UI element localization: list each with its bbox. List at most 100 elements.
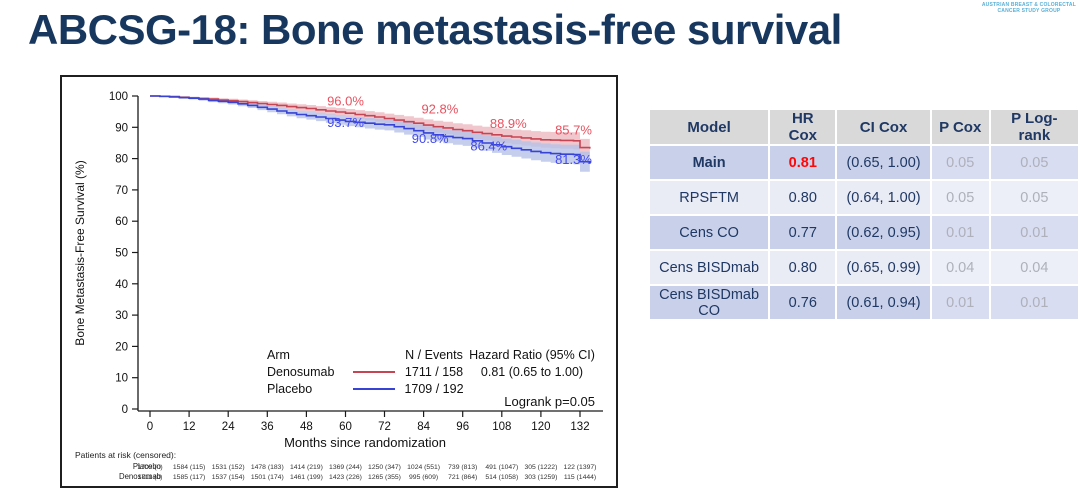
risk-value: 995 (609) — [409, 474, 438, 481]
risk-value: 115 (1444) — [564, 474, 596, 481]
risk-value: 1369 (244) — [329, 464, 362, 471]
survival-rate-label: 88.9% — [490, 116, 527, 131]
results-row: Cens BISDmab CO 0.76 (0.61, 0.94) 0.01 0.01 — [650, 286, 1078, 319]
survival-rate-label: 93.7% — [327, 115, 364, 130]
y-tick-label: 20 — [115, 341, 128, 353]
risk-value: 1585 (117) — [173, 474, 205, 481]
logrank-p-value: Logrank p=0.05 — [504, 394, 595, 409]
y-tick-label: 80 — [115, 154, 128, 166]
y-tick-label: 70 — [115, 185, 128, 197]
results-cell: 0.76 — [770, 286, 836, 319]
results-col-header: P Log-rank — [990, 110, 1078, 144]
abcsg-logo: AUSTRIAN BREAST & COLORECTAL CANCER STUD… — [982, 2, 1076, 14]
results-cell: (0.65, 1.00) — [837, 146, 930, 179]
km-curve-placebo — [150, 95, 591, 164]
x-tick-label: 120 — [531, 421, 550, 433]
results-cell: RPSFTM — [650, 181, 769, 214]
risk-value: 721 (864) — [448, 474, 477, 481]
y-tick-label: 10 — [115, 373, 128, 385]
results-cell: (0.62, 0.95) — [837, 216, 930, 249]
results-cell: (0.65, 0.99) — [837, 251, 930, 284]
y-tick-label: 30 — [115, 310, 128, 322]
legend-arm-header: Arm — [267, 348, 290, 362]
legend-arm-name: Placebo — [267, 382, 312, 396]
results-cell: 0.05 — [990, 181, 1078, 214]
y-axis-label: Bone Metastasis-Free Survival (%) — [73, 160, 87, 345]
results-cell: 0.05 — [931, 146, 989, 179]
km-chart: 0 10 20 30 40 50 60 70 80 90 100 0 12 24 36 48 60 72 84 96 1… — [60, 75, 618, 488]
survival-rate-label: 86.4% — [470, 138, 507, 153]
km-curve-denosumab — [150, 95, 591, 149]
abcsg-logo-line2: CANCER STUDY GROUP — [997, 8, 1061, 14]
risk-value: 303 (1259) — [524, 474, 557, 481]
risk-value: 1250 (347) — [368, 464, 401, 471]
x-tick-label: 132 — [570, 421, 589, 433]
results-row: RPSFTM 0.80 (0.64, 1.00) 0.05 0.05 — [650, 181, 1078, 214]
risk-value: 1584 (115) — [173, 464, 205, 471]
legend-n-events: 1709 / 192 — [404, 382, 463, 396]
patients-at-risk-table: Patients at risk (censored): Placebo1709 … — [75, 450, 596, 481]
results-table-body: Main 0.81 (0.65, 1.00) 0.05 0.05 RPSFTM 0.80 (0… — [650, 146, 1078, 319]
y-tick-label: 90 — [115, 122, 128, 134]
km-chart-svg: 0 10 20 30 40 50 60 70 80 90 100 0 12 24 36 48 60 72 84 96 1… — [73, 91, 603, 481]
results-cell: 0.01 — [931, 216, 989, 249]
risk-value: 1711 (0) — [138, 474, 163, 481]
x-tick-label: 60 — [339, 421, 352, 433]
results-cell: Cens BISDmab CO — [650, 286, 769, 319]
legend-nevents-header: N / Events — [405, 348, 463, 362]
results-cell: 0.80 — [770, 181, 836, 214]
results-table: Model HR Cox CI Cox P Cox P Log-rank Main 0.8… — [648, 108, 1080, 321]
x-tick-label: 12 — [183, 421, 196, 433]
results-cell: 0.81 — [770, 146, 836, 179]
axes — [137, 96, 603, 412]
risk-value: 1709 (0) — [137, 464, 162, 471]
x-tick-label: 108 — [492, 421, 511, 433]
x-tick-label: 0 — [147, 421, 153, 433]
x-tick-label: 72 — [378, 421, 391, 433]
results-cell: 0.01 — [931, 286, 989, 319]
results-row: Cens CO 0.77 (0.62, 0.95) 0.01 0.01 — [650, 216, 1078, 249]
risk-value: 1461 (199) — [290, 474, 323, 481]
results-cell: (0.61, 0.94) — [837, 286, 930, 319]
results-cell: 0.04 — [990, 251, 1078, 284]
risk-value: 1478 (183) — [251, 464, 284, 471]
results-cell: 0.77 — [770, 216, 836, 249]
y-tick-label: 50 — [115, 248, 128, 260]
x-tick-label: 84 — [417, 421, 430, 433]
risk-row-label: Placebo — [133, 462, 162, 471]
results-cell: Cens CO — [650, 216, 769, 249]
risk-value: 1024 (551) — [407, 464, 440, 471]
results-cell: (0.64, 1.00) — [837, 181, 930, 214]
results-cell: 0.80 — [770, 251, 836, 284]
risk-value: 1501 (174) — [251, 474, 284, 481]
results-header-row: Model HR Cox CI Cox P Cox P Log-rank — [650, 110, 1078, 144]
results-cell: Main — [650, 146, 769, 179]
risk-row-label: Denosumab — [119, 472, 162, 481]
survival-rate-label: 81.3% — [555, 152, 592, 167]
results-col-header: HR Cox — [770, 110, 836, 144]
legend-n-events: 1711 / 158 — [405, 365, 463, 379]
results-cell: 0.01 — [990, 216, 1078, 249]
survival-rate-label: 90.8% — [412, 131, 449, 146]
survival-rate-label: 96.0% — [327, 93, 364, 108]
legend-hr-header: Hazard Ratio (95% CI) — [469, 348, 595, 362]
x-tick-label: 96 — [456, 421, 469, 433]
risk-value: 739 (813) — [448, 464, 477, 471]
legend: Arm N / Events Hazard Ratio (95% CI) Denosu… — [267, 348, 595, 409]
results-row: Cens BISDmab 0.80 (0.65, 0.99) 0.04 0.04 — [650, 251, 1078, 284]
results-col-header: CI Cox — [837, 110, 930, 144]
survival-rate-label: 92.8% — [421, 102, 458, 117]
risk-value: 514 (1058) — [485, 474, 518, 481]
risk-value: 1414 (219) — [290, 464, 323, 471]
y-tick-label: 60 — [115, 216, 128, 228]
y-tick-label: 100 — [109, 91, 128, 103]
x-tick-label: 24 — [222, 421, 235, 433]
results-cell: Cens BISDmab — [650, 251, 769, 284]
survival-rate-label: 85.7% — [555, 123, 592, 138]
x-tick-label: 48 — [300, 421, 313, 433]
results-cell: 0.05 — [990, 146, 1078, 179]
results-cell: 0.04 — [931, 251, 989, 284]
results-cell: 0.05 — [931, 181, 989, 214]
results-row: Main 0.81 (0.65, 1.00) 0.05 0.05 — [650, 146, 1078, 179]
